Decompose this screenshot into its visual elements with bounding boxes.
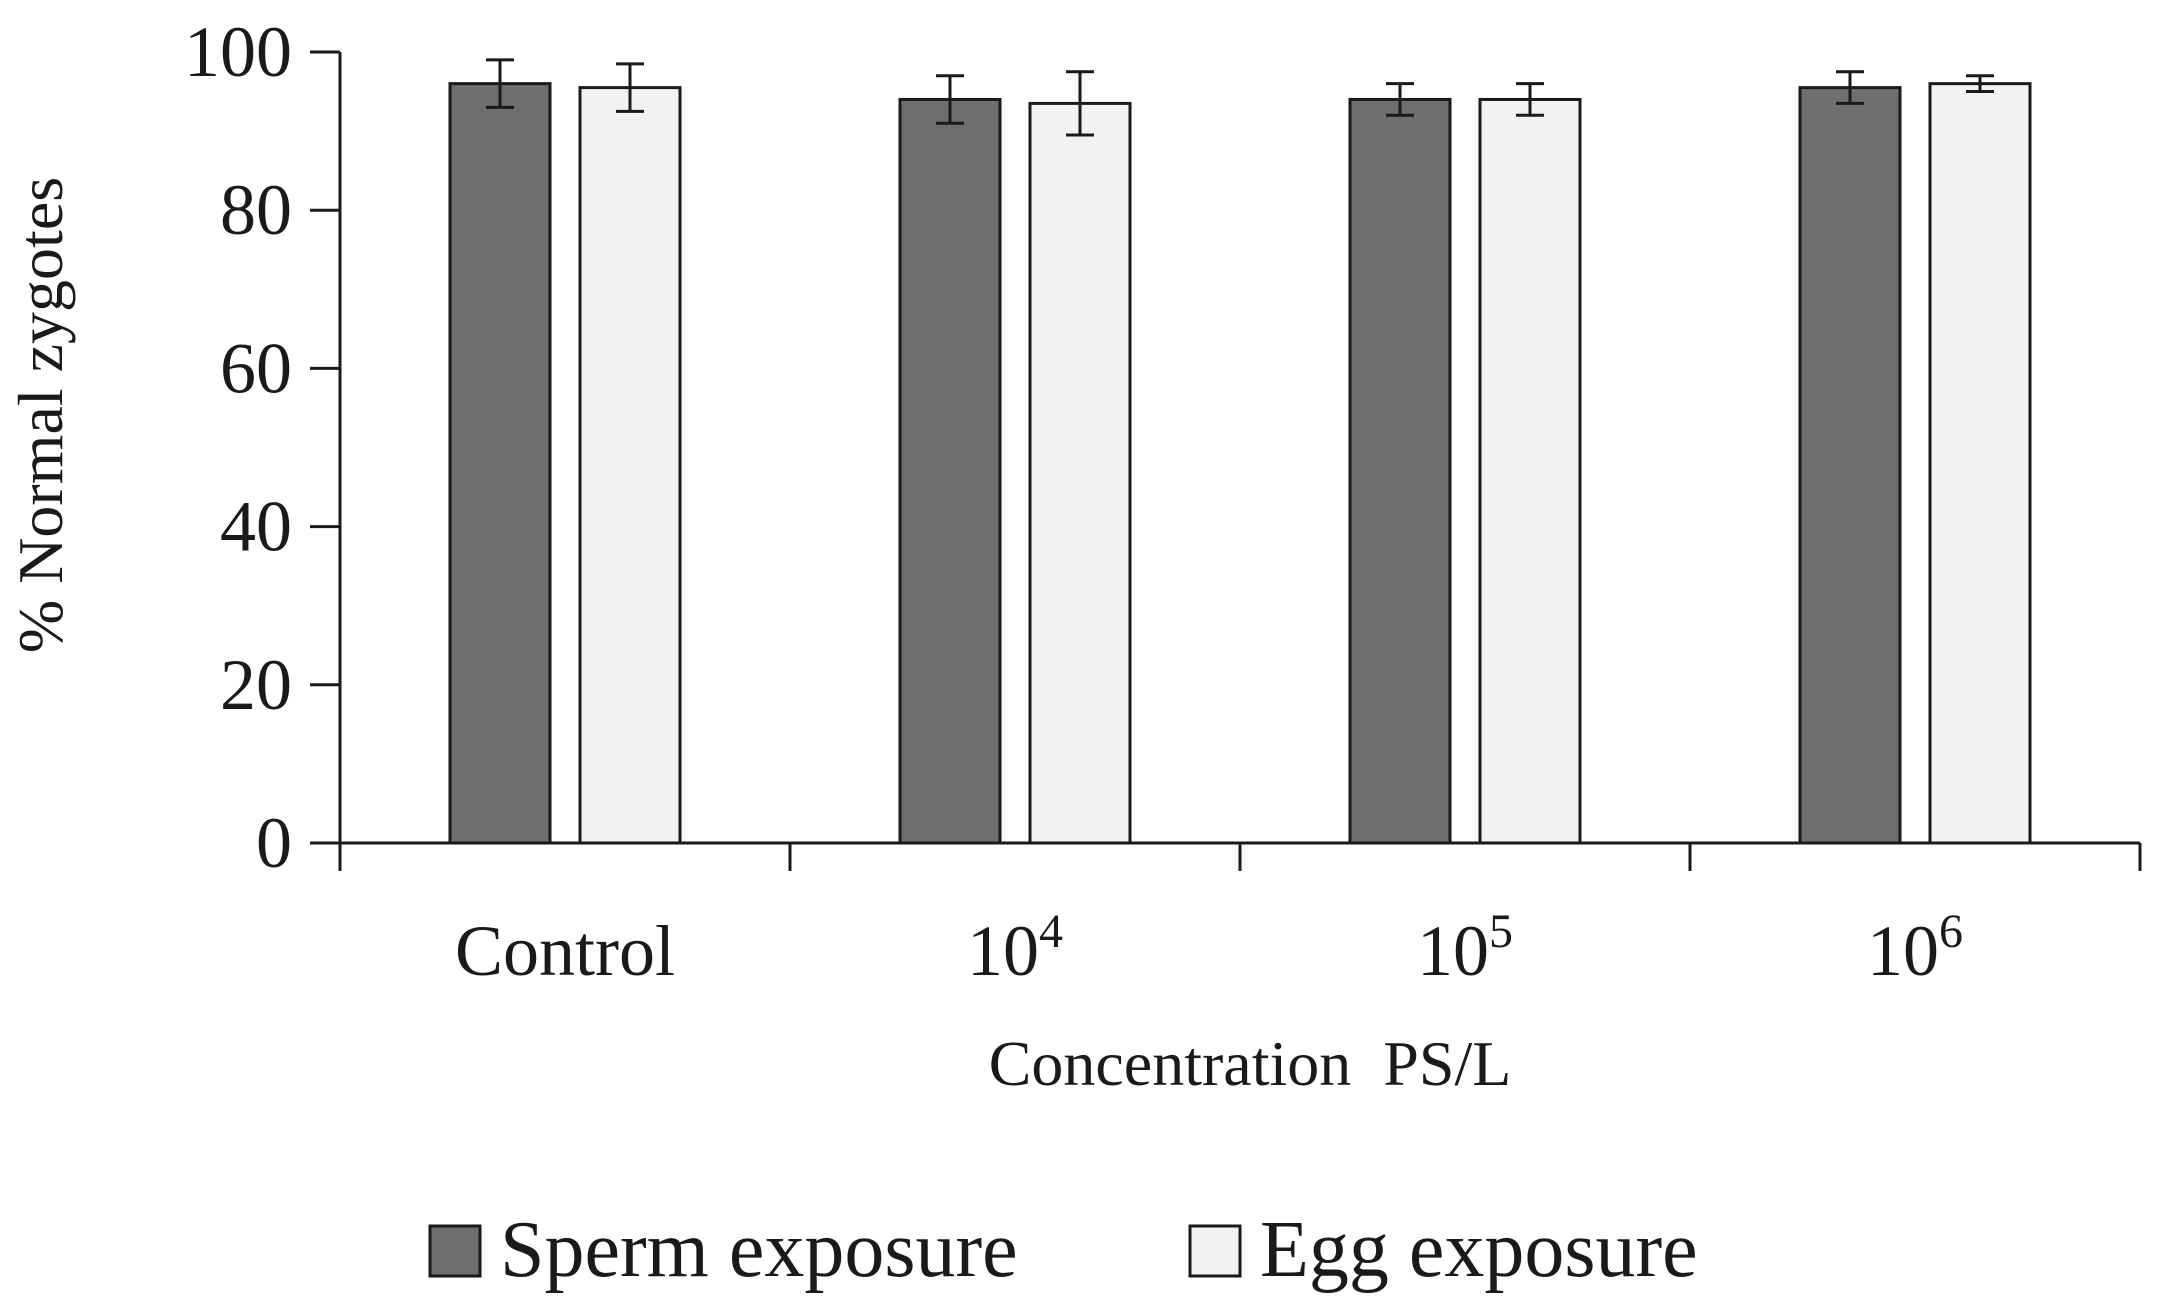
legend-label: Egg exposure (1260, 1206, 1698, 1294)
x-axis-title: Concentration PS/L (989, 1028, 1512, 1099)
y-tick-label: 60 (220, 328, 292, 408)
x-tick-label: 105 (1417, 905, 1513, 991)
x-tick-label-base: 10 (967, 911, 1039, 991)
bar (1798, 86, 1902, 845)
x-tick-label-base: 10 (1417, 911, 1489, 991)
x-tick-label-exponent: 6 (1939, 905, 1963, 958)
y-tick-label: 100 (184, 12, 292, 92)
x-tick-label-base: 10 (1867, 911, 1939, 991)
legend-label: Sperm exposure (500, 1206, 1018, 1294)
bar (1348, 97, 1452, 845)
legend-swatch (1188, 1224, 1242, 1278)
bar (578, 86, 682, 845)
bar (448, 82, 552, 845)
y-axis: 0 20 40 60 80 100 (184, 12, 342, 883)
bar (1478, 97, 1582, 845)
y-tick-label: 0 (256, 803, 292, 883)
x-tick-label: 106 (1867, 905, 1963, 991)
y-axis-title: % Normal zygotes (5, 177, 76, 653)
x-tick-label: Control (455, 911, 675, 991)
y-tick-label: 20 (220, 645, 292, 725)
bar-series (448, 82, 2032, 845)
x-axis: Control 104 105 106 (310, 841, 2142, 991)
legend-swatch (428, 1224, 482, 1278)
bar (1928, 82, 2032, 845)
bar (1028, 101, 1132, 845)
x-tick-label-exponent: 5 (1489, 905, 1513, 958)
x-tick-label-exponent: 4 (1039, 905, 1063, 958)
x-tick-label: 104 (967, 905, 1063, 991)
y-tick-label: 80 (220, 170, 292, 250)
legend: Sperm exposure Egg exposure (428, 1206, 1698, 1294)
bar (898, 97, 1002, 845)
x-tick-label-base: Control (455, 911, 675, 991)
error-bars (486, 58, 1994, 137)
y-tick-label: 40 (220, 487, 292, 567)
